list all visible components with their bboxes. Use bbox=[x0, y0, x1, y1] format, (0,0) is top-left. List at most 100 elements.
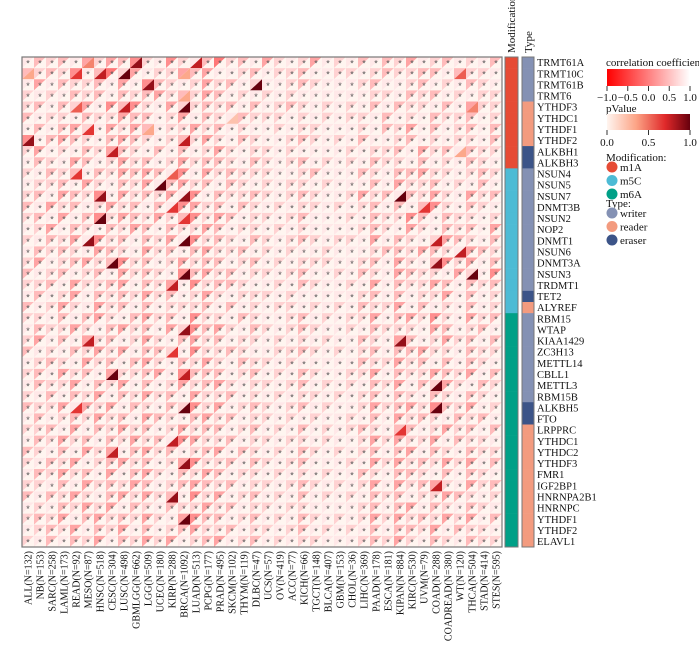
cell-pvalue-triangle bbox=[178, 413, 190, 425]
cell-pvalue-triangle bbox=[70, 268, 82, 280]
significance-star: * bbox=[314, 482, 318, 492]
cell-correlation-triangle bbox=[298, 346, 310, 358]
significance-star: * bbox=[158, 214, 162, 224]
significance-star: * bbox=[170, 125, 174, 135]
cell-pvalue-triangle bbox=[322, 168, 334, 180]
significance-star: * bbox=[302, 359, 306, 369]
cell-correlation-triangle bbox=[334, 134, 346, 147]
cell-pvalue-triangle bbox=[154, 134, 166, 147]
significance-star: * bbox=[26, 359, 30, 369]
cell-pvalue-triangle bbox=[262, 346, 274, 358]
significance-star: * bbox=[50, 226, 54, 236]
significance-star: * bbox=[338, 348, 342, 358]
cell-correlation-triangle bbox=[142, 123, 154, 135]
cell-correlation-triangle bbox=[214, 368, 226, 380]
cell-pvalue-triangle bbox=[82, 257, 94, 269]
cell-pvalue-triangle bbox=[262, 224, 274, 236]
significance-star: * bbox=[158, 515, 162, 525]
cell-correlation-triangle bbox=[466, 224, 478, 236]
cell-pvalue-triangle bbox=[118, 279, 130, 291]
cell-pvalue-triangle bbox=[478, 123, 490, 135]
cell-correlation-triangle bbox=[202, 402, 214, 414]
significance-star: * bbox=[26, 504, 30, 514]
cell-pvalue-triangle bbox=[22, 134, 34, 147]
significance-star: * bbox=[302, 459, 306, 469]
cell-pvalue-triangle bbox=[250, 324, 262, 336]
cell-pvalue-triangle bbox=[298, 246, 310, 258]
significance-star: * bbox=[38, 393, 42, 403]
significance-star: * bbox=[278, 437, 282, 447]
significance-star: * bbox=[314, 70, 318, 80]
cell-correlation-triangle bbox=[46, 101, 58, 113]
cell-correlation-triangle bbox=[382, 402, 394, 414]
significance-star: * bbox=[242, 181, 246, 191]
cell-correlation-triangle bbox=[142, 279, 154, 291]
cell-pvalue-triangle bbox=[274, 112, 286, 124]
significance-star: * bbox=[422, 137, 426, 147]
cell-pvalue-triangle bbox=[142, 134, 154, 147]
cell-correlation-triangle bbox=[154, 134, 166, 147]
cell-pvalue-triangle bbox=[118, 302, 130, 314]
significance-star: * bbox=[350, 237, 354, 247]
significance-star: * bbox=[290, 125, 294, 135]
cell-pvalue-triangle bbox=[22, 302, 34, 314]
cell-pvalue-triangle bbox=[490, 257, 502, 269]
cell-correlation-triangle bbox=[394, 179, 406, 191]
significance-star: * bbox=[398, 504, 402, 514]
significance-star: * bbox=[158, 170, 162, 180]
significance-star: * bbox=[458, 504, 462, 514]
significance-star: * bbox=[230, 103, 234, 113]
significance-star: * bbox=[494, 448, 498, 458]
cell-pvalue-triangle bbox=[310, 402, 322, 414]
cell-correlation-triangle bbox=[142, 146, 154, 158]
significance-star: * bbox=[338, 515, 342, 525]
cell-pvalue-triangle bbox=[34, 190, 46, 202]
significance-star: * bbox=[278, 515, 282, 525]
significance-star: * bbox=[50, 192, 54, 202]
cell-pvalue-triangle bbox=[130, 79, 142, 91]
significance-star: * bbox=[470, 125, 474, 135]
significance-star: * bbox=[146, 304, 150, 314]
cell-pvalue-triangle bbox=[202, 224, 214, 236]
significance-star: * bbox=[386, 170, 390, 180]
significance-star: * bbox=[302, 226, 306, 236]
significance-star: * bbox=[458, 226, 462, 236]
significance-star: * bbox=[314, 59, 318, 69]
cell-pvalue-triangle bbox=[406, 357, 418, 369]
cell-pvalue-triangle bbox=[478, 424, 490, 436]
cell-correlation-triangle bbox=[442, 101, 454, 113]
cell-pvalue-triangle bbox=[406, 235, 418, 247]
cell-pvalue-triangle bbox=[22, 313, 34, 325]
cell-pvalue-triangle bbox=[118, 112, 130, 124]
cell-pvalue-triangle bbox=[214, 379, 226, 392]
cell-correlation-triangle bbox=[106, 346, 118, 358]
significance-star: * bbox=[182, 181, 186, 191]
cell-correlation-triangle bbox=[382, 313, 394, 325]
cell-pvalue-triangle bbox=[214, 79, 226, 91]
cell-correlation-triangle bbox=[430, 212, 442, 225]
significance-star: * bbox=[50, 526, 54, 536]
cell-pvalue-triangle bbox=[118, 413, 130, 425]
significance-star: * bbox=[266, 159, 270, 169]
significance-star: * bbox=[230, 359, 234, 369]
significance-star: * bbox=[182, 114, 186, 124]
cell-pvalue-triangle bbox=[142, 302, 154, 314]
cell-pvalue-triangle bbox=[142, 257, 154, 269]
significance-star: * bbox=[434, 315, 438, 325]
cell-correlation-triangle bbox=[142, 212, 154, 225]
cell-correlation-triangle bbox=[166, 346, 178, 358]
cell-pvalue-triangle bbox=[454, 101, 466, 113]
significance-star: * bbox=[254, 137, 258, 147]
cell-pvalue-triangle bbox=[442, 246, 454, 258]
cell-pvalue-triangle bbox=[130, 413, 142, 425]
significance-star: * bbox=[362, 148, 366, 158]
cell-pvalue-triangle bbox=[58, 313, 70, 325]
significance-star: * bbox=[470, 382, 474, 392]
significance-star: * bbox=[266, 337, 270, 347]
significance-star: * bbox=[434, 181, 438, 191]
cell-pvalue-triangle bbox=[226, 90, 238, 102]
significance-star: * bbox=[494, 426, 498, 436]
significance-star: * bbox=[410, 114, 414, 124]
cell-correlation-triangle bbox=[142, 168, 154, 180]
cell-pvalue-triangle bbox=[142, 90, 154, 102]
